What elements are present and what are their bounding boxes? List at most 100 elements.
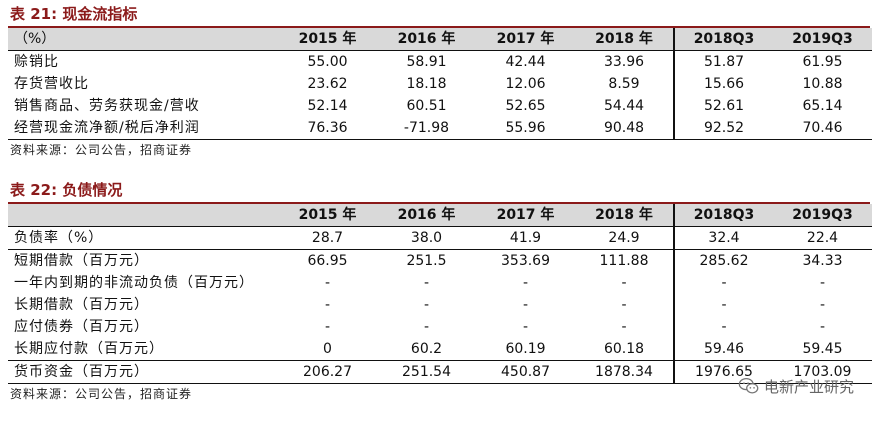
table-cell: 10.88 [802,76,843,92]
row-label: 一年内到期的非流动负债（百万元） [14,275,254,291]
table22: 2015 年 2016 年 2017 年 2018 年 2018Q3 2019Q… [8,204,872,384]
table21-header-2018: 2018 年 [575,28,674,51]
table-cell: 42.44 [505,54,546,70]
row-label: 长期借款（百万元） [14,297,149,313]
table-cell: 34.33 [802,253,843,269]
table-cell: 55.96 [505,120,546,136]
table-cell: - [673,294,773,316]
table-cell: 60.19 [505,341,546,357]
table-cell: 52.61 [673,95,773,117]
table-cell: 92.52 [673,117,773,140]
table21-header-row: （%） 2015 年 2016 年 2017 年 2018 年 2018Q3 2… [8,28,872,51]
row-label: 负债率（%） [14,230,104,246]
row-label: 赊销比 [14,54,59,70]
row-label: 存货营收比 [14,76,89,92]
table-cell: - [673,272,773,294]
table-row: 货币资金（百万元） 206.27 251.54 450.87 1878.34 1… [8,360,872,384]
table-cell: 22.4 [806,230,839,246]
table22-header-2016: 2016 年 [377,204,476,227]
table-cell: 32.4 [673,226,773,250]
table-cell: 15.66 [673,73,773,95]
table-cell: - [621,297,627,313]
table-row: 一年内到期的非流动负债（百万元） - - - - - - [8,272,872,294]
table22-header-row: 2015 年 2016 年 2017 年 2018 年 2018Q3 2019Q… [8,204,872,227]
table-cell: 353.69 [501,253,550,269]
table21: （%） 2015 年 2016 年 2017 年 2018 年 2018Q3 2… [8,28,872,140]
table-cell: 59.45 [802,341,843,357]
table-cell: 60.51 [406,98,447,114]
table-cell: 251.5 [406,253,447,269]
row-label: 长期应付款（百万元） [14,341,164,357]
table-cell: - [522,319,529,335]
table-cell: 60.2 [410,341,443,357]
watermark: 电新产业研究 [738,373,874,399]
row-label: 应付债券（百万元） [14,319,149,335]
table-cell: - [621,275,627,291]
table-cell: 28.7 [311,230,344,246]
table-cell: 51.87 [673,50,773,73]
table-cell: 55.00 [307,54,348,70]
table-row: 存货营收比 23.62 18.18 12.06 8.59 15.66 10.88 [8,73,872,95]
table-cell: 450.87 [501,364,550,380]
table-cell: 58.91 [406,54,447,70]
table-cell: 61.95 [802,54,843,70]
table-cell: - [324,297,331,313]
table-row: 赊销比 55.00 58.91 42.44 33.96 51.87 61.95 [8,50,872,73]
table21-header-2016: 2016 年 [377,28,476,51]
row-label: 短期借款（百万元） [14,253,149,269]
table-cell: - [522,297,529,313]
table-row: 短期借款（百万元） 66.95 251.5 353.69 111.88 285.… [8,249,872,272]
table-cell: - [324,275,331,291]
row-label: 经营现金流净额/税后净利润 [14,120,200,136]
table22-header-2019q3: 2019Q3 [773,204,872,227]
table-cell: 285.62 [673,249,773,272]
table-cell: - [819,297,826,313]
table-row: 销售商品、劳务获现金/营收 52.14 60.51 52.65 54.44 52… [8,95,872,117]
table-cell: - [423,297,430,313]
table21-block: 表 21: 现金流指标 （%） 2015 年 2016 年 2017 年 201… [8,2,872,160]
table-cell: - [522,275,529,291]
table21-header-2015: 2015 年 [278,28,377,51]
table-cell: 59.46 [673,338,773,361]
table-cell: - [423,275,430,291]
table-cell: 70.46 [802,120,843,136]
table-cell: 54.44 [603,98,645,114]
table22-header-2018q3: 2018Q3 [673,204,773,227]
table-cell: 76.36 [307,120,348,136]
table-cell: 8.59 [608,76,640,92]
table-row: 长期借款（百万元） - - - - - - [8,294,872,316]
table21-source: 资料来源：公司公告，招商证券 [10,143,193,157]
table-cell: 60.18 [603,341,645,357]
table21-title: 表 21: 现金流指标 [8,2,870,28]
table-cell: - [324,319,331,335]
table-cell: 206.27 [303,364,352,380]
table-cell: 33.96 [603,54,645,70]
table-cell: - [673,316,773,338]
table-cell: 41.9 [509,230,542,246]
table22-header-2017: 2017 年 [476,204,575,227]
table22-header-2018: 2018 年 [575,204,674,227]
table-cell: 1703.09 [793,364,852,380]
row-label: 货币资金（百万元） [14,364,149,380]
table-cell: 18.18 [406,76,447,92]
table-cell: 65.14 [802,98,843,114]
table-cell: 111.88 [599,253,649,269]
table-cell: 90.48 [603,120,645,136]
table-cell: 251.54 [402,364,451,380]
table-row: 经营现金流净额/税后净利润 76.36 -71.98 55.96 90.48 9… [8,117,872,140]
table21-header-2017: 2017 年 [476,28,575,51]
table22-header-blank [8,204,278,227]
row-label: 销售商品、劳务获现金/营收 [14,98,200,114]
table-cell: - [423,319,430,335]
table-row: 应付债券（百万元） - - - - - - [8,316,872,338]
table-cell: 1878.34 [595,364,653,380]
table-row: 负债率（%） 28.7 38.0 41.9 24.9 32.4 22.4 [8,226,872,250]
table21-header-2018q3: 2018Q3 [673,28,773,51]
table-cell: 23.62 [307,76,348,92]
table21-header-2019q3: 2019Q3 [773,28,872,51]
table-cell: 52.65 [505,98,546,114]
table-cell: - [819,319,826,335]
table22-header-2015: 2015 年 [278,204,377,227]
table-cell: 1976.65 [673,360,773,384]
table-cell: 38.0 [410,230,443,246]
